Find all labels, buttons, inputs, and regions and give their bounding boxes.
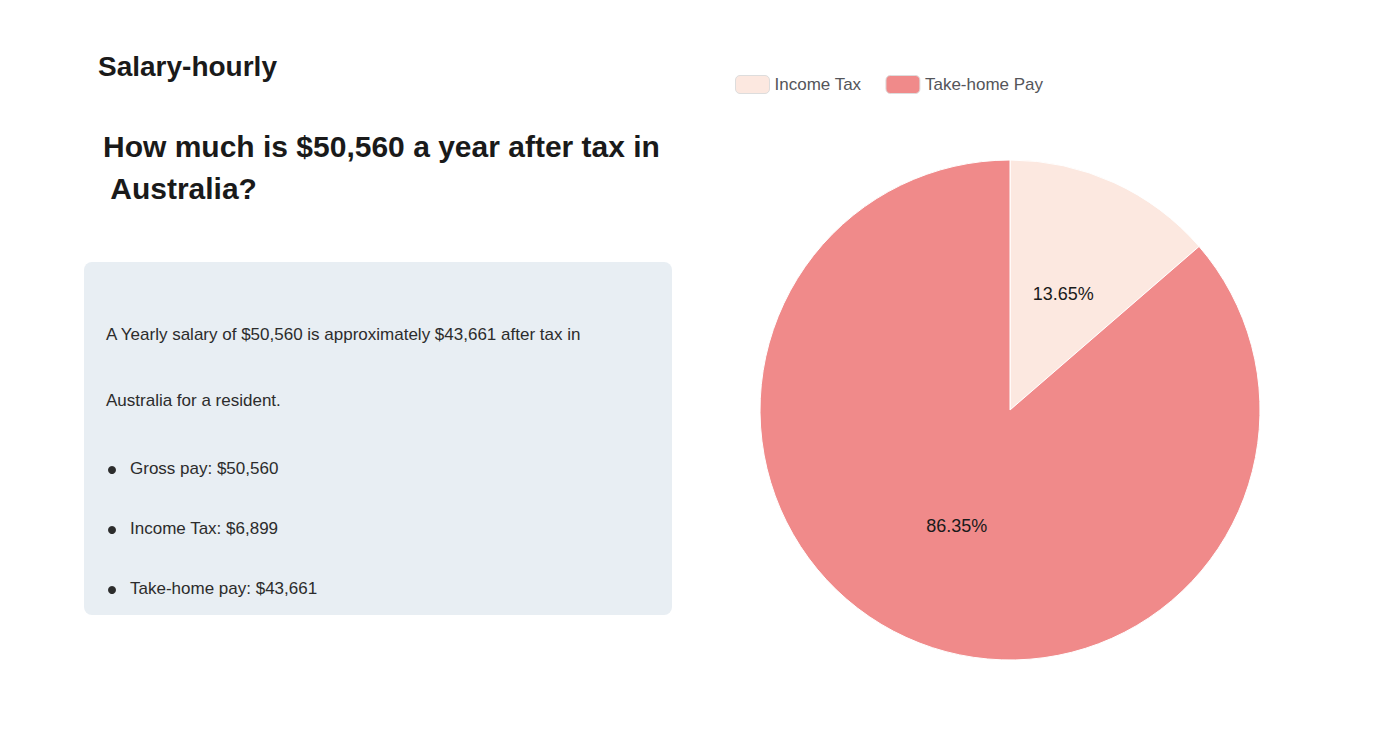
- svg-text:13.65%: 13.65%: [1033, 284, 1094, 304]
- svg-text:Take-home Pay: Take-home Pay: [925, 75, 1044, 94]
- svg-text:86.35%: 86.35%: [926, 516, 987, 536]
- svg-text:Australia for a resident.: Australia for a resident.: [106, 391, 281, 410]
- svg-text:Australia?: Australia?: [103, 172, 257, 205]
- svg-text:Income Tax: $6,899: Income Tax: $6,899: [130, 519, 278, 538]
- svg-text:Salary-hourly: Salary-hourly: [98, 51, 277, 82]
- svg-text:A Yearly salary of $50,560 is: A Yearly salary of $50,560 is approximat…: [106, 325, 580, 344]
- svg-text:Income Tax: Income Tax: [775, 75, 862, 94]
- svg-text:Take-home pay: $43,661: Take-home pay: $43,661: [130, 579, 317, 598]
- svg-text:Gross pay: $50,560: Gross pay: $50,560: [130, 459, 278, 478]
- svg-text:How much is $50,560 a year aft: How much is $50,560 a year after tax in: [103, 130, 660, 163]
